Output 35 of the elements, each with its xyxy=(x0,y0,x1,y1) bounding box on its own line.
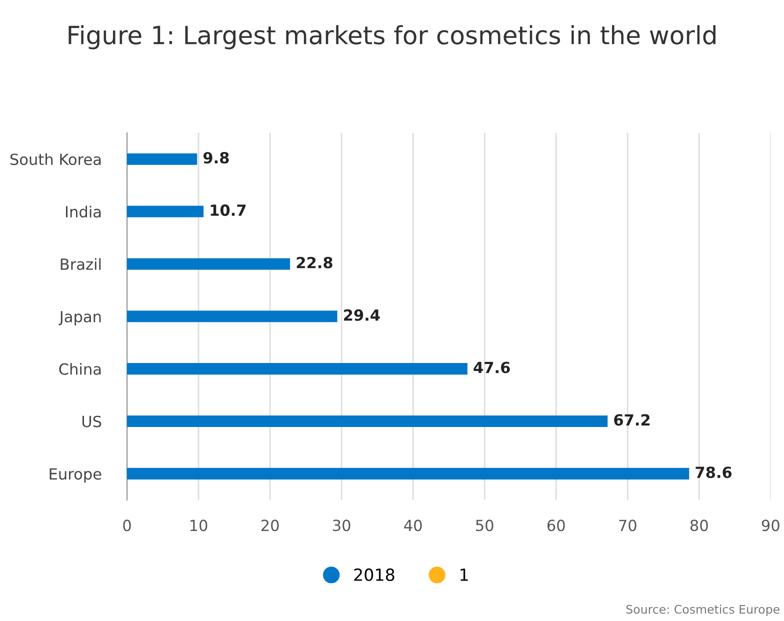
x-tick-label: 70 xyxy=(619,520,636,532)
bar xyxy=(127,415,608,428)
y-tick-label: South Korea xyxy=(10,153,101,166)
legend-label: 1 xyxy=(460,568,468,581)
y-tick-label: India xyxy=(66,206,101,218)
legend-label: 2018 xyxy=(354,568,394,582)
y-tick-label: US xyxy=(82,416,102,428)
x-tick-label: 80 xyxy=(690,520,708,532)
bar xyxy=(127,258,290,270)
bar xyxy=(127,206,204,218)
x-tick-label: 60 xyxy=(547,520,565,532)
y-tick-label: Brazil xyxy=(60,258,101,270)
data-label: 9.8 xyxy=(203,152,229,164)
data-label: 10.7 xyxy=(210,204,246,216)
bar xyxy=(127,310,338,322)
data-label: 22.8 xyxy=(296,256,332,268)
source-note: Source: Cosmetics Europe xyxy=(626,604,780,616)
x-tick-label: 20 xyxy=(261,520,279,532)
x-tick-label: 30 xyxy=(333,520,350,532)
x-tick-label: 10 xyxy=(190,520,208,532)
chart-title: Figure 1: Largest markets for cosmetics in the world xyxy=(68,25,716,50)
data-label: 47.6 xyxy=(474,362,510,374)
bar xyxy=(127,468,690,480)
y-tick-label: Europe xyxy=(50,468,102,483)
x-tick-label: 0 xyxy=(123,520,131,532)
y-tick-label: Japan xyxy=(58,311,101,326)
data-label: 67.2 xyxy=(614,414,650,426)
x-tick-label: 50 xyxy=(476,520,494,532)
data-label: 78.6 xyxy=(696,466,732,478)
bar xyxy=(127,363,468,375)
data-label: 29.4 xyxy=(344,309,380,321)
y-tick-label: China xyxy=(59,363,101,375)
x-tick-label: 90 xyxy=(762,520,780,532)
bar xyxy=(127,153,198,165)
x-tick-label: 40 xyxy=(404,520,422,532)
